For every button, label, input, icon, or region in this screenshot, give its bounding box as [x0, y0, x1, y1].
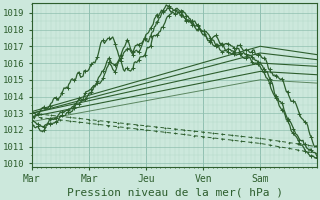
X-axis label: Pression niveau de la mer( hPa ): Pression niveau de la mer( hPa ) — [67, 187, 283, 197]
